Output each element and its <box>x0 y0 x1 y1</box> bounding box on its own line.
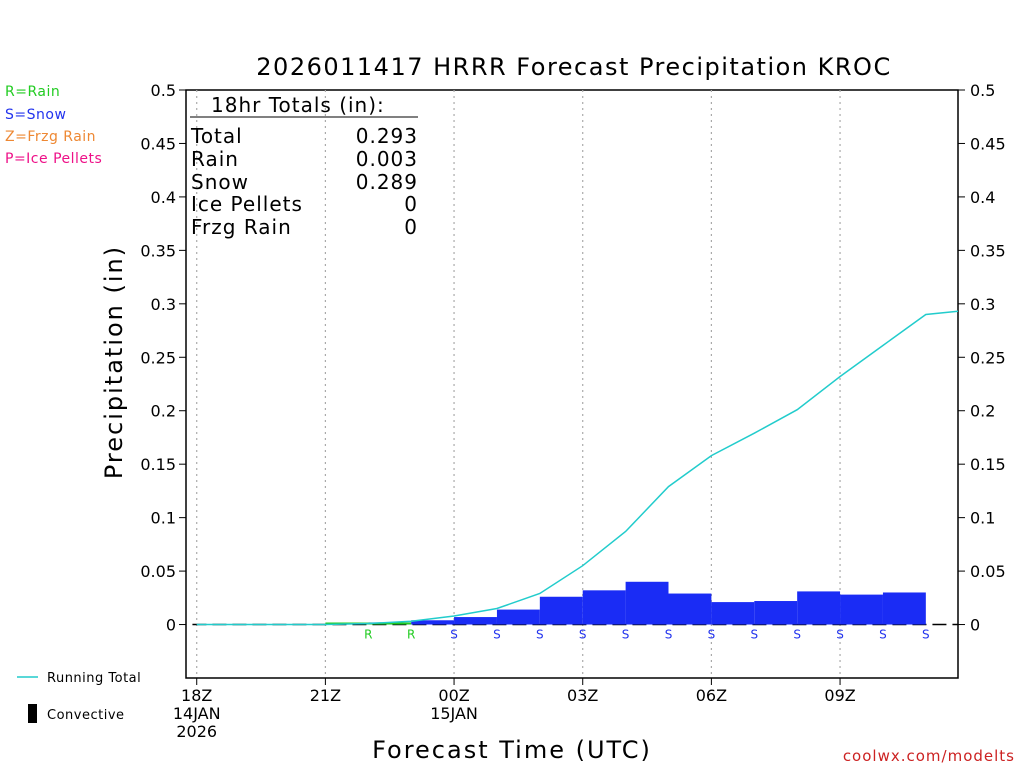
y-tick-label-right: 0.3 <box>970 295 995 314</box>
precip-type-marker: S <box>793 628 801 642</box>
y-tick-label: 0.3 <box>151 295 176 314</box>
totals-label-ice-pellets: Ice Pellets <box>191 192 303 216</box>
x-tick-label: 15JAN <box>430 704 478 723</box>
precip-type-marker: R <box>364 628 372 642</box>
y-tick-label: 0.25 <box>140 348 176 367</box>
precip-type-marker: S <box>879 628 887 642</box>
legend-running-total: Running Total <box>47 671 141 686</box>
precip-type-marker: S <box>450 628 458 642</box>
precip-type-marker: S <box>836 628 844 642</box>
y-tick-label: 0.4 <box>151 188 176 207</box>
y-tick-label-right: 0.2 <box>970 402 995 421</box>
y-tick-label: 0.05 <box>140 562 176 581</box>
y-tick-label-right: 0.45 <box>970 134 1006 153</box>
totals-value-total: 0.293 <box>356 124 418 148</box>
y-tick-label-right: 0.15 <box>970 455 1006 474</box>
y-tick-label: 0.5 <box>151 81 176 100</box>
precip-type-marker: S <box>622 628 630 642</box>
y-tick-label-right: 0.5 <box>970 81 995 100</box>
precip-bar <box>454 617 497 625</box>
precip-type-marker: S <box>922 628 930 642</box>
totals-value-snow: 0.289 <box>356 170 418 194</box>
y-tick-label-right: 0.05 <box>970 562 1006 581</box>
convective-swatch <box>28 704 37 723</box>
totals-value-frzg-rain: 0 <box>404 215 418 239</box>
y-axis-right: 0.5 0.45 0.4 0.35 0.3 0.25 0.2 0.15 0.1 0.05 0 <box>958 81 1006 635</box>
y-tick-label-right: 0.25 <box>970 348 1006 367</box>
precip-bar <box>711 602 755 625</box>
y-axis-left: 0.5 0.45 0.4 0.35 0.3 0.25 0.2 0.15 0.1 0.05 0 <box>140 81 186 635</box>
vertical-gridlines <box>196 90 841 678</box>
x-tick-label: 00Z <box>438 686 469 705</box>
precip-bar <box>882 592 926 625</box>
y-tick-label-right: 0.4 <box>970 188 995 207</box>
precip-bar <box>625 581 669 625</box>
precip-type-marker: S <box>536 628 544 642</box>
legend-snow: S=Snow <box>5 107 66 123</box>
precip-type-marker: S <box>665 628 673 642</box>
legend-frzg-rain: Z=Frzg Rain <box>5 129 96 145</box>
x-tick-label: 21Z <box>310 686 341 705</box>
totals-value-ice-pellets: 0 <box>404 192 418 216</box>
y-tick-label: 0 <box>166 616 176 635</box>
precip-bar <box>496 609 540 625</box>
totals-value-rain: 0.003 <box>356 147 418 171</box>
y-tick-label-right: 0 <box>970 616 980 635</box>
legend-rain: R=Rain <box>5 84 60 100</box>
x-tick-label: 03Z <box>567 686 598 705</box>
y-tick-label: 0.2 <box>151 402 176 421</box>
precip-type-marker: S <box>493 628 501 642</box>
y-tick-label: 0.1 <box>151 509 176 528</box>
totals-label-total: Total <box>190 124 243 148</box>
y-tick-label: 0.15 <box>140 455 176 474</box>
precip-type-marker: S <box>750 628 758 642</box>
x-axis-label: Forecast Time (UTC) <box>372 736 652 764</box>
x-tick-label: 18Z <box>181 686 212 705</box>
precip-type-marker: S <box>579 628 587 642</box>
x-tick-label: 09Z <box>824 686 855 705</box>
precip-type-marker: R <box>407 628 415 642</box>
y-tick-label-right: 0.35 <box>970 241 1006 260</box>
x-tick-label: 06Z <box>696 686 727 705</box>
x-tick-label: 2026 <box>176 722 217 741</box>
totals-label-frzg-rain: Frzg Rain <box>191 215 292 239</box>
precip-bar <box>411 620 455 625</box>
y-tick-label: 0.35 <box>140 241 176 260</box>
precip-bar <box>840 594 883 625</box>
precip-bar <box>797 591 841 625</box>
precip-bar <box>668 593 712 625</box>
series-legend: Running Total Convective <box>17 671 141 723</box>
running-total-line <box>196 310 959 626</box>
totals-header: 18hr Totals (in): <box>211 93 385 117</box>
precip-bar <box>539 596 583 625</box>
x-tick-label: 14JAN <box>173 704 221 723</box>
totals-label-snow: Snow <box>191 170 249 194</box>
precip-type-legend: R=Rain S=Snow Z=Frzg Rain P=Ice Pellets <box>5 84 102 167</box>
totals-box: 18hr Totals (in): Total 0.293 Rain 0.003… <box>190 93 418 239</box>
hourly-precip-bars <box>325 581 926 625</box>
chart-title: 2026011417 HRRR Forecast Precipitation K… <box>256 53 891 81</box>
precip-type-marker: S <box>708 628 716 642</box>
plot-frame <box>185 89 959 679</box>
credit-text: coolwx.com/modelts <box>843 747 1015 765</box>
legend-convective: Convective <box>47 708 125 723</box>
y-tick-label: 0.45 <box>140 134 176 153</box>
y-tick-label-right: 0.1 <box>970 509 995 528</box>
totals-label-rain: Rain <box>191 147 239 171</box>
precip-bar <box>754 601 798 625</box>
y-axis-label: Precipitation (in) <box>100 245 128 479</box>
legend-ice-pellets: P=Ice Pellets <box>5 151 102 167</box>
precip-bar <box>582 590 626 625</box>
